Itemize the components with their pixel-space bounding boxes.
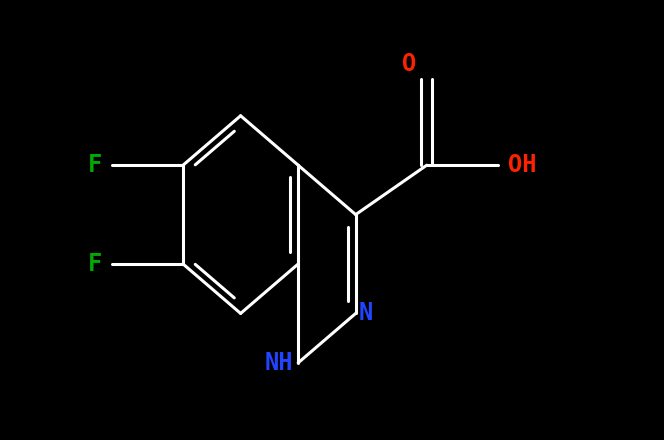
Text: O: O bbox=[402, 52, 416, 76]
Text: F: F bbox=[88, 153, 102, 177]
Text: F: F bbox=[88, 252, 102, 276]
Text: NH: NH bbox=[264, 351, 293, 375]
Text: OH: OH bbox=[508, 153, 537, 177]
Text: N: N bbox=[359, 301, 373, 326]
